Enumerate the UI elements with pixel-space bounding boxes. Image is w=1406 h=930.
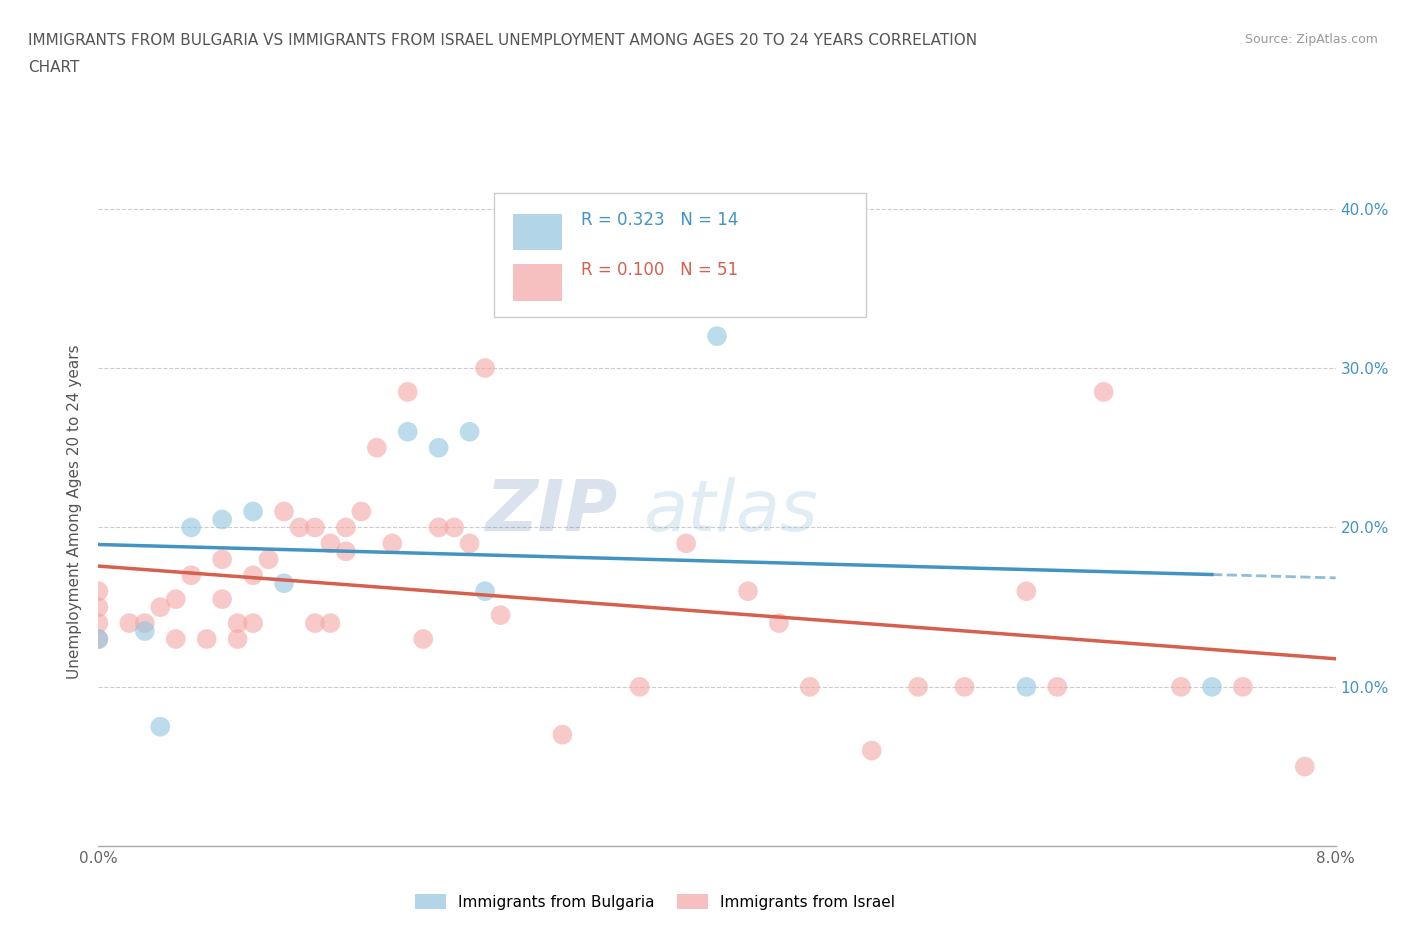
Y-axis label: Unemployment Among Ages 20 to 24 years: Unemployment Among Ages 20 to 24 years (67, 344, 83, 679)
Point (118, 616, 141, 631)
Point (211, 512, 233, 527)
Point (396, 384, 419, 399)
Text: R = 0.323   N = 14: R = 0.323 N = 14 (581, 211, 738, 229)
Point (953, 680, 976, 695)
Point (1201, 680, 1223, 695)
Point (350, 504, 373, 519)
Point (195, 631, 218, 646)
Text: IMMIGRANTS FROM BULGARIA VS IMMIGRANTS FROM ISRAEL UNEMPLOYMENT AMONG AGES 20 TO: IMMIGRANTS FROM BULGARIA VS IMMIGRANTS F… (28, 33, 977, 47)
Point (1046, 680, 1069, 695)
Point (1015, 680, 1038, 695)
Point (87, 584, 110, 599)
Point (319, 616, 342, 631)
Point (489, 607, 512, 622)
Text: Source: ZipAtlas.com: Source: ZipAtlas.com (1244, 33, 1378, 46)
Point (335, 544, 357, 559)
Point (474, 584, 496, 599)
Point (427, 520, 450, 535)
Point (458, 536, 481, 551)
Text: R = 0.100   N = 51: R = 0.100 N = 51 (581, 261, 738, 279)
Point (737, 584, 759, 599)
Point (180, 520, 202, 535)
Text: CHART: CHART (28, 60, 80, 75)
Point (443, 520, 465, 535)
Bar (513, 214, 562, 250)
Point (165, 591, 187, 606)
Point (474, 361, 496, 376)
Point (706, 328, 728, 343)
Point (288, 520, 311, 535)
Point (675, 536, 697, 551)
Point (257, 551, 280, 566)
Bar (513, 264, 562, 300)
Point (907, 680, 929, 695)
Point (87, 631, 110, 646)
Point (860, 743, 883, 758)
Point (149, 600, 172, 615)
Point (1232, 680, 1254, 695)
Point (226, 616, 249, 631)
Point (149, 719, 172, 734)
Point (335, 520, 357, 535)
Point (242, 504, 264, 519)
Point (1015, 584, 1038, 599)
Point (273, 576, 295, 591)
Point (87, 616, 110, 631)
Legend: Immigrants from Bulgaria, Immigrants from Israel: Immigrants from Bulgaria, Immigrants fro… (409, 887, 901, 916)
Point (628, 680, 651, 695)
Text: ZIP: ZIP (486, 477, 619, 546)
Point (242, 616, 264, 631)
Point (381, 536, 404, 551)
Point (134, 616, 156, 631)
Point (134, 624, 156, 639)
Point (1170, 680, 1192, 695)
Point (412, 631, 434, 646)
Point (304, 520, 326, 535)
Point (211, 551, 233, 566)
Point (427, 440, 450, 455)
Point (1092, 384, 1115, 399)
Point (304, 616, 326, 631)
Point (211, 591, 233, 606)
Point (226, 631, 249, 646)
Point (768, 616, 790, 631)
Text: atlas: atlas (643, 477, 817, 546)
Point (799, 680, 821, 695)
Point (165, 631, 187, 646)
Point (396, 424, 419, 439)
Point (180, 568, 202, 583)
Point (366, 440, 388, 455)
Point (458, 424, 481, 439)
Point (242, 568, 264, 583)
Point (273, 504, 295, 519)
Point (551, 727, 574, 742)
Point (1294, 759, 1316, 774)
Point (87, 600, 110, 615)
Point (319, 536, 342, 551)
FancyBboxPatch shape (495, 193, 866, 317)
Point (87, 631, 110, 646)
